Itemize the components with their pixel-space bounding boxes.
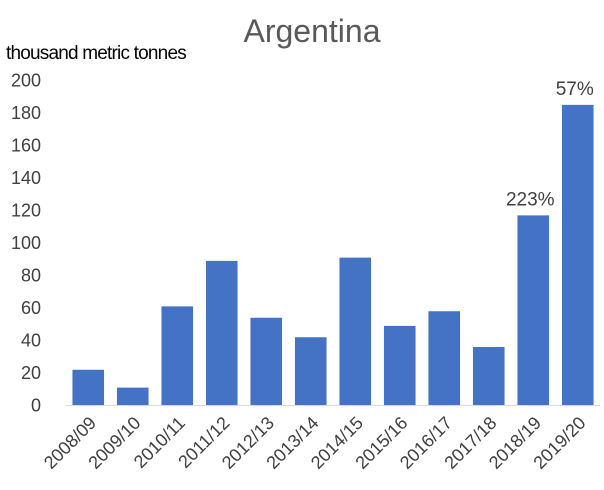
bar-2013-14 — [294, 337, 327, 406]
bar-2009-10 — [116, 387, 149, 406]
y-tick-label: 0 — [31, 396, 41, 416]
y-tick-label: 200 — [11, 71, 41, 91]
annotation-label: 57% — [556, 79, 594, 100]
y-tick-label: 160 — [11, 136, 41, 156]
bar-2019-20 — [561, 104, 594, 406]
bar-2011-12 — [205, 260, 238, 406]
y-tick-label: 140 — [11, 168, 41, 188]
y-tick-label: 60 — [21, 298, 41, 318]
x-axis-ticks: 2008/092009/102010/112011/122012/132013/… — [40, 413, 590, 473]
chart-title: Argentina — [244, 13, 381, 49]
annotations: 223% 57% — [506, 79, 594, 211]
bars — [72, 104, 594, 406]
bar-2008-09 — [72, 369, 105, 406]
annotation-label: 223% — [506, 189, 555, 210]
bar-2014-15 — [339, 257, 372, 406]
y-tick-label: 120 — [11, 201, 41, 221]
y-tick-label: 100 — [11, 233, 41, 253]
bar-2017-18 — [472, 347, 505, 406]
y-axis-ticks: 0 20 40 60 80 100 120 140 160 180 200 — [11, 71, 41, 416]
bar-2016-17 — [428, 311, 461, 406]
y-tick-label: 80 — [21, 266, 41, 286]
bar-2012-13 — [250, 317, 283, 406]
y-tick-label: 180 — [11, 103, 41, 123]
bar-2015-16 — [383, 325, 416, 406]
y-tick-label: 20 — [21, 363, 41, 383]
y-axis-label: thousand metric tonnes — [6, 43, 186, 64]
bar-2018-19 — [517, 215, 550, 406]
y-tick-label: 40 — [21, 331, 41, 351]
bar-2010-11 — [161, 306, 194, 406]
